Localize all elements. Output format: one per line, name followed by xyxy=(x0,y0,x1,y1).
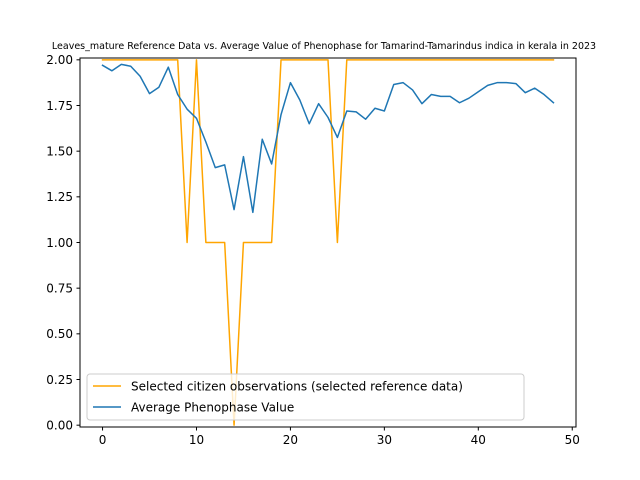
y-tick-label: 0.00 xyxy=(46,418,73,432)
y-tick-label: 0.75 xyxy=(46,281,73,295)
chart-title: Leaves_mature Reference Data vs. Average… xyxy=(52,41,596,52)
plot-background xyxy=(80,58,576,427)
y-tick-label: 0.25 xyxy=(46,373,73,387)
y-tick-label: 1.50 xyxy=(46,144,73,158)
y-tick-label: 1.25 xyxy=(46,190,73,204)
x-tick-label: 10 xyxy=(189,433,204,447)
y-tick-label: 0.50 xyxy=(46,327,73,341)
x-tick-label: 20 xyxy=(283,433,298,447)
legend: Selected citizen observations (selected … xyxy=(86,373,525,421)
plot-area xyxy=(80,58,576,427)
x-tick-label: 30 xyxy=(377,433,392,447)
y-tick-label: 1.00 xyxy=(46,236,73,250)
y-tick-label: 2.00 xyxy=(46,53,73,67)
series-layer xyxy=(101,59,555,426)
series-line-1 xyxy=(101,63,555,214)
y-tick-label: 1.75 xyxy=(46,99,73,113)
x-tick-label: 40 xyxy=(471,433,486,447)
legend-label-1: Average Phenophase Value xyxy=(131,400,294,414)
axes: 0 10 20 30 40 50 0.00 0.25 0.50 0.75 1.00 1.25 1.50 1… xyxy=(46,53,580,447)
legend-label-0: Selected citizen observations (selected … xyxy=(131,379,463,393)
x-tick-label: 50 xyxy=(565,433,580,447)
series-line-0 xyxy=(101,59,555,426)
legend-box xyxy=(86,373,525,421)
x-tick-label: 0 xyxy=(99,433,107,447)
